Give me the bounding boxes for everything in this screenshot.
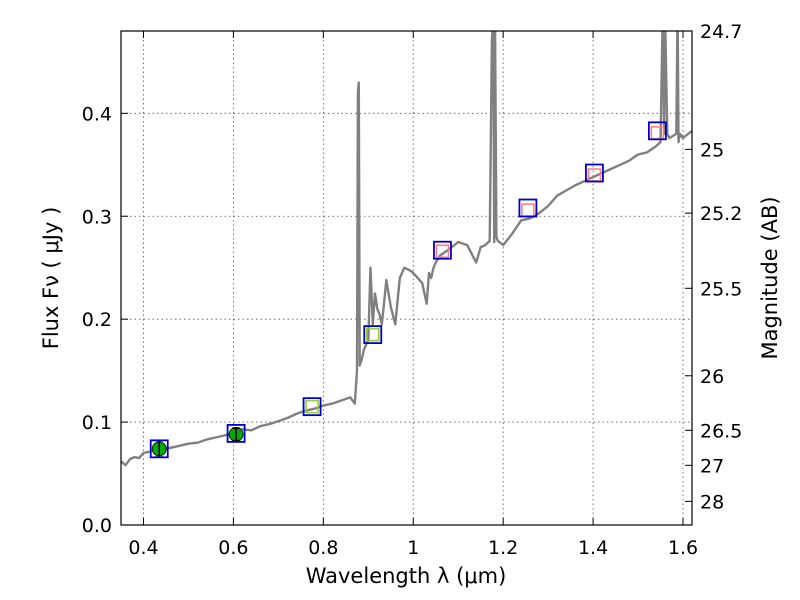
x-tick-label: 0.6 (218, 537, 248, 559)
mag-tick-label: 25.2 (700, 203, 742, 225)
plot-frame (120, 30, 693, 526)
mag-tick-label: 25.5 (700, 278, 742, 300)
model-box (302, 397, 322, 417)
x-tick-label: 1 (407, 537, 419, 559)
grid (121, 31, 692, 526)
mag-ticks: 24.7 25 25.2 25.5 26 26.5 27 28 (685, 21, 742, 513)
x-tick-label: 0.8 (308, 537, 338, 559)
mag-tick-label: 26 (700, 366, 724, 388)
model-inner-mark (521, 203, 535, 217)
x-ticks: 0.4 0.6 0.8 1 1.2 1.4 1.6 (128, 31, 698, 559)
mag-tick-label: 25 (700, 139, 724, 161)
x-tick-label: 1.4 (578, 537, 608, 559)
model-box (585, 163, 604, 183)
y-tick-label: 0.3 (82, 206, 112, 228)
model-inner-mark (365, 327, 380, 342)
y-tick-label: 0.2 (82, 309, 112, 331)
model-box (647, 121, 667, 141)
model-inner-mark (305, 399, 319, 414)
y-ticks: 0.0 0.1 0.2 0.3 0.4 (82, 103, 128, 537)
y-axis-label: Flux Fν ( μJy ) (39, 207, 63, 350)
y-tick-label: 0.1 (82, 412, 112, 434)
mag-tick-label: 24.7 (700, 21, 742, 43)
mag-tick-label: 28 (700, 491, 724, 513)
y-tick-label: 0.0 (82, 515, 112, 537)
model-box (518, 198, 538, 218)
x-tick-label: 1.6 (668, 537, 698, 559)
spectrum-layer (121, 31, 692, 467)
mag-tick-label: 26.5 (700, 420, 742, 442)
mag-tick-label: 27 (700, 455, 724, 477)
model-box (226, 424, 246, 443)
x-tick-label: 1.2 (488, 537, 518, 559)
model-box (149, 439, 169, 459)
model-box (363, 325, 383, 345)
y-tick-label: 0.4 (82, 103, 112, 125)
model-inner-mark (435, 244, 450, 259)
x-tick-label: 0.4 (128, 537, 158, 559)
y-right-axis-label: Magnitude (AB) (758, 196, 782, 359)
x-axis-label: Wavelength λ (μm) (306, 564, 507, 588)
marker-layer (149, 121, 667, 459)
model-box (433, 240, 452, 260)
spectrum-line (121, 31, 692, 467)
